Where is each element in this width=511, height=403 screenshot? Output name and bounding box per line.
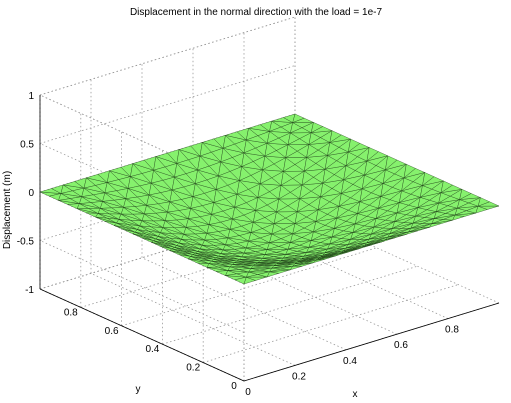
wall-grid-z [39,16,296,96]
x-tick-label: 0.2 [292,371,306,382]
x-tick-label: 0 [245,387,251,398]
x-tick-label: 0.6 [394,340,408,351]
tick-labels: 000.20.20.40.4 0.60.6 0.80.8-1-0.500.51 [17,91,460,398]
z-tick-label: -1 [25,285,34,296]
z-tick-label: 0 [28,188,34,199]
mesh-triangle [311,126,333,133]
mesh-triangle [440,184,463,193]
y-tick-label: 0.2 [186,363,200,374]
y-tick-label: 0 [231,381,237,392]
floor-grid-y [203,284,459,363]
mesh-triangle [459,193,482,200]
x-tick-label: 0.8 [445,325,459,336]
wall-grid-z [39,65,296,144]
floor-grid-x [243,226,449,319]
x-axis-line [243,302,500,382]
mesh-triangle [338,248,360,255]
z-axis-label: Displacement (m) [2,171,13,249]
x-axis-label: x [353,389,358,400]
floor-grid-x [294,210,500,304]
floor-grid-x [90,273,296,366]
floor-grid-x [141,257,347,351]
mesh-triangle [348,143,370,153]
z-tick-label: 0.5 [20,140,34,151]
floor-grid-y [121,247,377,327]
y-tick-label: 0.4 [145,344,159,355]
mesh-triangle [292,262,314,267]
wall-grid-z [39,240,245,333]
chart-title: Displacement in the normal direction wit… [130,7,383,18]
floor-grid-y [162,265,418,345]
y-tick-label: 0.8 [64,307,78,318]
mesh-triangle [385,159,407,170]
mesh-triangle [478,201,500,207]
y-tick-label: 0.6 [105,326,119,337]
mesh-triangle [329,134,352,143]
y-axis-line [39,288,245,382]
z-tick-label: -0.5 [17,237,35,248]
x-tick-label: 0.4 [343,356,357,367]
y-axis-label: y [136,384,141,395]
z-tick-label: 1 [28,91,34,102]
wall-grid-z [39,210,296,290]
floor-grid-x [192,241,398,335]
surface-mesh [39,113,500,285]
mesh-triangle [422,176,444,186]
floor-grid-y [80,229,336,308]
